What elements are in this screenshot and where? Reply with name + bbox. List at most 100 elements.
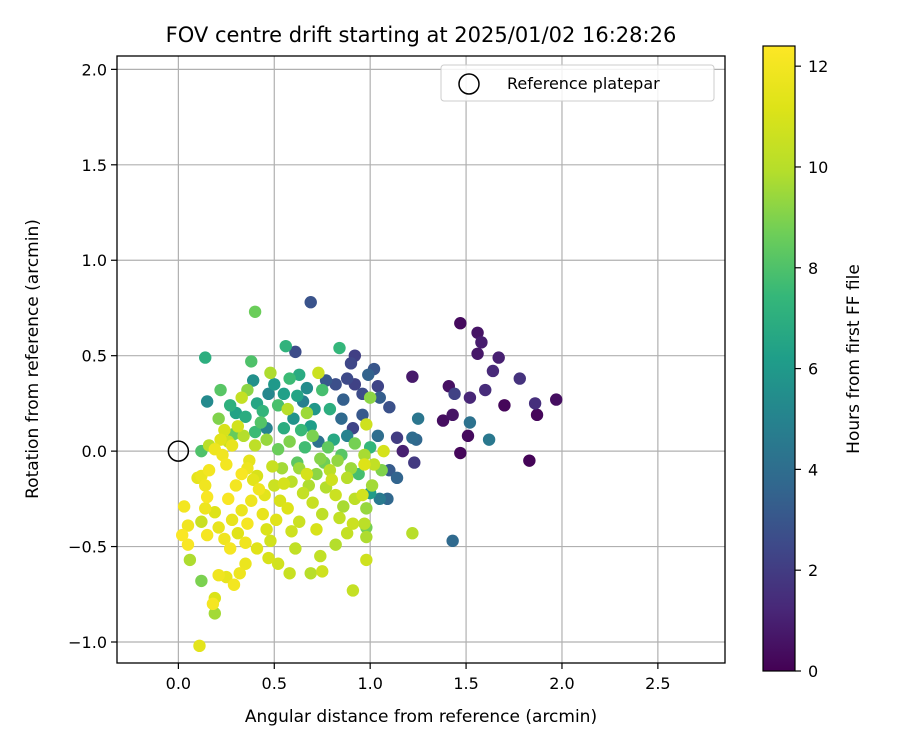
data-point bbox=[233, 567, 246, 580]
data-point bbox=[306, 429, 319, 443]
data-point bbox=[283, 372, 296, 385]
data-point bbox=[396, 444, 409, 458]
data-point bbox=[406, 370, 419, 383]
data-point bbox=[373, 492, 386, 506]
data-point bbox=[248, 305, 262, 318]
data-point bbox=[367, 458, 381, 471]
colorbar-tick-label: 12 bbox=[808, 57, 828, 76]
data-point bbox=[454, 317, 467, 330]
data-point bbox=[200, 528, 214, 542]
data-point bbox=[212, 521, 225, 534]
data-point bbox=[360, 553, 373, 567]
data-point bbox=[214, 433, 227, 446]
data-point bbox=[231, 527, 245, 540]
colorbar-tick-label: 8 bbox=[808, 259, 818, 278]
data-point bbox=[277, 387, 291, 401]
data-point bbox=[231, 420, 245, 433]
data-point bbox=[222, 492, 235, 506]
data-point bbox=[329, 538, 342, 551]
data-point bbox=[346, 517, 360, 530]
data-point bbox=[498, 399, 511, 412]
colorbar-label: Hours from first FF file bbox=[844, 264, 864, 454]
data-point bbox=[177, 500, 191, 513]
data-point bbox=[300, 406, 314, 420]
data-point bbox=[323, 464, 337, 477]
data-point bbox=[333, 511, 346, 525]
data-point bbox=[325, 473, 339, 486]
data-point bbox=[200, 395, 214, 408]
colorbar-tick-label: 10 bbox=[808, 158, 828, 177]
data-point bbox=[277, 422, 291, 435]
data-point bbox=[269, 513, 283, 527]
data-point bbox=[216, 448, 229, 462]
data-point bbox=[296, 486, 310, 500]
data-point bbox=[482, 433, 496, 446]
data-point bbox=[223, 399, 237, 412]
data-point bbox=[360, 502, 373, 515]
data-point bbox=[304, 296, 317, 309]
data-point bbox=[239, 536, 252, 549]
data-point bbox=[383, 401, 396, 414]
data-point bbox=[225, 513, 239, 527]
data-point bbox=[316, 565, 329, 578]
data-point bbox=[262, 387, 275, 401]
data-point bbox=[268, 378, 281, 391]
data-point bbox=[199, 502, 212, 515]
data-point bbox=[371, 380, 385, 393]
data-point bbox=[271, 557, 285, 570]
data-point bbox=[208, 607, 222, 620]
data-point bbox=[266, 460, 279, 473]
data-point bbox=[358, 517, 371, 530]
data-point bbox=[248, 439, 262, 452]
data-point bbox=[406, 431, 419, 444]
data-point bbox=[310, 467, 323, 481]
data-point bbox=[183, 553, 197, 567]
data-point bbox=[446, 408, 459, 422]
colorbar-tick-label: 2 bbox=[808, 561, 818, 580]
y-axis-label: Rotation from reference (arcmin) bbox=[23, 219, 43, 499]
data-point bbox=[373, 391, 386, 404]
data-point bbox=[293, 368, 306, 381]
data-point bbox=[523, 454, 536, 467]
x-tick-label: 1.0 bbox=[357, 674, 382, 693]
data-point bbox=[390, 431, 404, 444]
data-point bbox=[298, 441, 312, 454]
data-point bbox=[293, 515, 306, 528]
data-point bbox=[312, 366, 325, 380]
data-point bbox=[358, 458, 371, 471]
data-point bbox=[475, 336, 488, 349]
data-point bbox=[314, 549, 327, 563]
data-point bbox=[281, 502, 294, 515]
data-point bbox=[314, 452, 327, 465]
data-point bbox=[199, 479, 212, 492]
data-point bbox=[530, 408, 544, 422]
data-point bbox=[471, 347, 484, 360]
data-point bbox=[316, 383, 329, 397]
data-point bbox=[218, 423, 231, 437]
data-point bbox=[486, 364, 500, 378]
data-point bbox=[264, 534, 277, 548]
data-point bbox=[195, 515, 208, 528]
data-point bbox=[193, 639, 206, 653]
data-point bbox=[212, 412, 225, 425]
data-point bbox=[254, 416, 268, 429]
data-point bbox=[463, 416, 477, 429]
data-point bbox=[356, 408, 369, 422]
data-point bbox=[362, 368, 375, 381]
data-point bbox=[337, 393, 350, 406]
data-point bbox=[340, 527, 354, 540]
data-point bbox=[252, 483, 266, 496]
data-point bbox=[291, 389, 304, 402]
y-tick-label: 1.5 bbox=[82, 156, 107, 175]
data-point bbox=[208, 506, 222, 519]
data-point bbox=[285, 525, 298, 538]
data-point bbox=[344, 462, 358, 475]
data-point bbox=[275, 462, 289, 475]
data-point bbox=[271, 443, 285, 456]
legend-reference-marker bbox=[458, 73, 480, 95]
data-point bbox=[344, 357, 358, 370]
colorbar-tick-label: 4 bbox=[808, 460, 818, 479]
data-point bbox=[377, 444, 390, 458]
data-point bbox=[202, 464, 216, 477]
